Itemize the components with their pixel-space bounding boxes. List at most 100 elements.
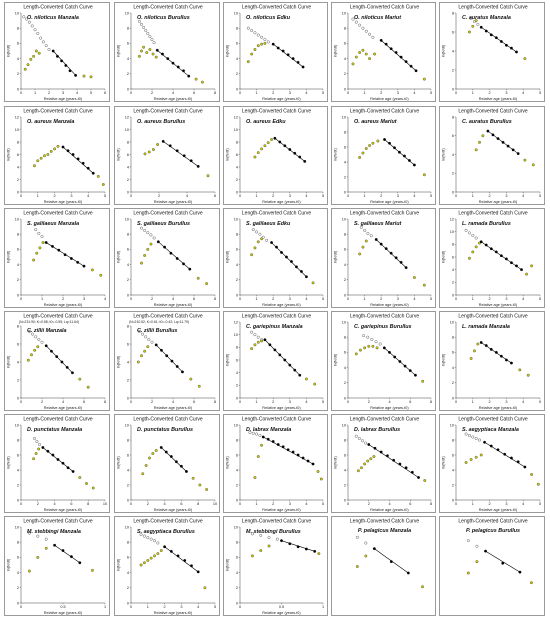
x-tick-label: 0 <box>239 605 241 609</box>
excluded-data-point <box>366 459 370 463</box>
excluded-data-point <box>41 241 45 244</box>
regression-data-point <box>291 57 295 60</box>
y-axis-label: ln(N/dt) <box>117 250 121 263</box>
y-axis-label: ln(N/dt) <box>7 250 11 263</box>
excluded-data-point <box>531 163 535 167</box>
chart-title: Length-Converted Catch Curve <box>133 211 202 217</box>
regression-data-point <box>185 470 188 473</box>
x-tick-label: 2 <box>272 400 274 404</box>
x-tick-label: 2 <box>272 297 274 301</box>
x-tick-label: 0 <box>130 194 132 198</box>
excluded-data-point <box>358 156 362 159</box>
regression-line <box>158 241 190 270</box>
x-axis-label: Relative age (years-t0) <box>154 97 193 101</box>
regression-data-point <box>56 458 60 461</box>
y-tick-label: 4 <box>127 263 129 267</box>
regression-data-point <box>288 363 292 367</box>
chart-title: Length-Converted Catch Curve <box>23 5 92 11</box>
regression-line <box>161 447 187 472</box>
excluded-data-point <box>468 30 471 34</box>
x-axis-label: Relative age (years-t0) <box>262 508 301 512</box>
regression-data-point <box>286 448 290 452</box>
y-tick-label: 2 <box>344 381 346 385</box>
y-tick-label: 0 <box>236 293 238 297</box>
regression-data-point <box>479 341 483 344</box>
chart-title: Length-Converted Catch Curve <box>242 417 311 423</box>
regression-data-point <box>276 443 280 446</box>
excluded-data-point <box>422 77 426 81</box>
y-axis-label: ln(N/dt) <box>334 250 338 263</box>
excluded-data-point <box>526 373 530 377</box>
open-data-point <box>143 534 146 538</box>
x-tick-label: 3 <box>505 297 507 301</box>
y-tick-label: 4 <box>452 468 454 472</box>
y-tick-label: 10 <box>342 320 346 324</box>
chart-panel: Length-Converted Catch Curve 0 1 2 3 4 5 0 2 4 6 8 1… <box>223 2 328 102</box>
regression-data-point <box>404 266 408 270</box>
y-axis-label: ln(N/dt) <box>226 353 230 366</box>
y-tick-label: 8 <box>344 27 346 31</box>
open-data-point <box>137 19 141 23</box>
x-axis-label: Relative age (years-t0) <box>154 303 193 307</box>
x-tick-label: 8 <box>87 502 89 506</box>
regression-data-point <box>410 470 414 474</box>
y-tick-label: 0 <box>344 190 346 194</box>
chart-panel: Length-Converted Catch Curve 0 1 2 3 4 5 0 2 4 6 8 1… <box>223 106 328 205</box>
open-data-point <box>366 232 370 235</box>
x-tick-label: 6 <box>409 400 411 404</box>
y-axis-label: ln(N/dt) <box>334 353 338 366</box>
regression-data-point <box>263 338 267 342</box>
regression-data-point <box>515 50 518 54</box>
x-tick-label: 4 <box>172 400 174 404</box>
open-data-point <box>35 440 39 443</box>
x-tick-label: 2 <box>272 91 274 95</box>
open-data-point <box>147 338 151 341</box>
excluded-data-point <box>260 147 264 151</box>
y-tick-label: 6 <box>17 42 19 46</box>
y-tick-label: 4 <box>344 57 346 61</box>
open-data-point <box>275 537 279 541</box>
x-tick-label: 2 <box>151 91 153 95</box>
x-tick-label: 0 <box>455 297 457 301</box>
y-tick-label: 6 <box>236 42 238 46</box>
excluded-data-point <box>146 559 150 562</box>
y-tick-label: 10 <box>450 230 454 234</box>
open-data-point <box>34 335 38 339</box>
open-data-point <box>139 533 143 537</box>
catch-curve-chart: Length-Converted Catch Curve P. pelagicus… <box>458 519 533 585</box>
open-data-point <box>357 437 361 440</box>
x-tick-label: 1 <box>147 605 149 609</box>
x-axis-label: Relative age (years-t0) <box>44 508 83 512</box>
open-data-point <box>40 235 44 238</box>
regression-data-point <box>64 64 68 67</box>
x-tick-label: 3 <box>397 297 399 301</box>
y-tick-label: 6 <box>17 342 19 346</box>
x-tick-label: 8 <box>214 297 216 301</box>
regression-data-point <box>189 159 193 163</box>
x-tick-label: 4 <box>305 297 307 301</box>
x-tick-label: 2 <box>489 91 491 95</box>
x-tick-label: 1 <box>256 297 258 301</box>
regression-data-point <box>182 69 185 73</box>
excluded-data-point <box>32 457 36 461</box>
y-tick-label: 2 <box>236 278 238 282</box>
excluded-data-point <box>412 276 416 279</box>
excluded-data-point <box>469 357 473 360</box>
excluded-data-point <box>270 138 273 141</box>
x-axis-label: Relative age (years-t0) <box>479 406 518 410</box>
open-data-point <box>27 329 31 333</box>
excluded-data-point <box>473 349 476 353</box>
y-tick-label: 8 <box>236 233 238 237</box>
excluded-data-point <box>90 268 94 272</box>
y-tick-label: 8 <box>452 336 454 340</box>
axes-frame <box>239 322 323 399</box>
regression-data-point <box>196 164 200 168</box>
regression-data-point <box>373 446 377 450</box>
regression-data-point <box>169 455 173 458</box>
x-tick-label: 0 <box>239 502 241 506</box>
x-tick-label: 3 <box>62 91 64 95</box>
excluded-data-point <box>143 561 146 565</box>
open-data-point <box>25 17 29 21</box>
